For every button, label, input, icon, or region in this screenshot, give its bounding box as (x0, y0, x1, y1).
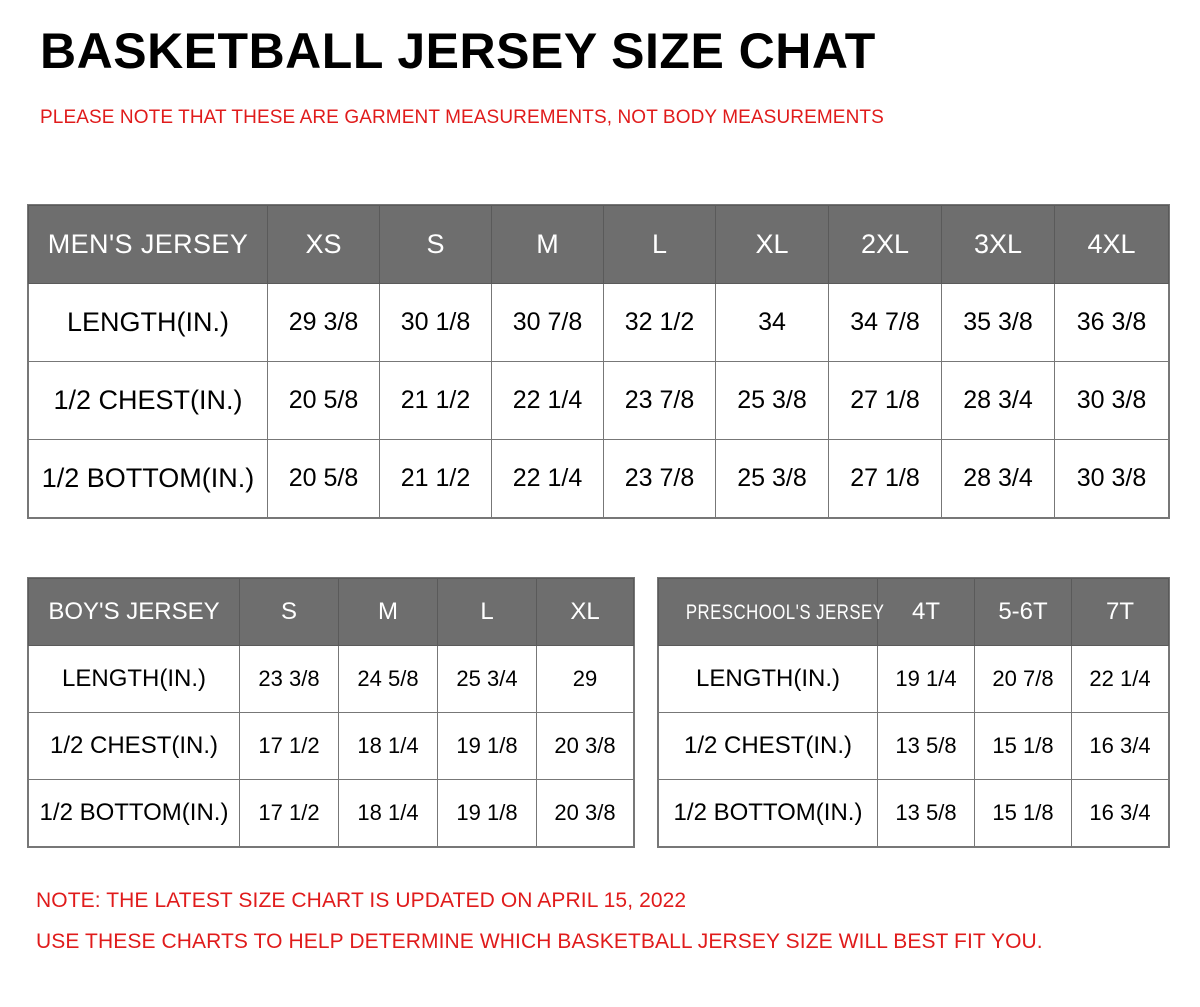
cell-length-l: 25 3/4 (437, 645, 537, 713)
table-row: 1/2 BOTTOM(IN.) 17 1/2 18 1/4 19 1/8 20 … (28, 779, 634, 847)
size-header-l: L (603, 205, 716, 284)
cell-length-2xl: 34 7/8 (828, 283, 942, 362)
row-label-length: LENGTH(IN.) (28, 283, 268, 362)
size-header-xl: XL (536, 578, 634, 646)
table-row: 1/2 BOTTOM(IN.) 20 5/8 21 1/2 22 1/4 23 … (28, 439, 1169, 518)
cell-bottom-m: 22 1/4 (491, 439, 604, 518)
cell-length-4t: 19 1/4 (877, 645, 975, 713)
cell-chest-xs: 20 5/8 (267, 361, 380, 440)
table-row: 1/2 CHEST(IN.) 17 1/2 18 1/4 19 1/8 20 3… (28, 712, 634, 780)
table-header-row: BOY'S JERSEY S M L XL (28, 578, 634, 646)
cell-chest-l: 19 1/8 (437, 712, 537, 780)
table-row: 1/2 BOTTOM(IN.) 13 5/8 15 1/8 16 3/4 (658, 779, 1169, 847)
row-label-bottom: 1/2 BOTTOM(IN.) (28, 779, 240, 847)
mens-table-title-cell: MEN'S JERSEY (28, 205, 268, 284)
size-header-l: L (437, 578, 537, 646)
table-header-row: MEN'S JERSEY XS S M L XL 2XL 3XL 4XL (28, 205, 1169, 284)
boys-table-title-cell: BOY'S JERSEY (28, 578, 240, 646)
size-header-xs: XS (267, 205, 380, 284)
footnote-update-date: NOTE: THE LATEST SIZE CHART IS UPDATED O… (36, 889, 687, 912)
cell-bottom-l: 19 1/8 (437, 779, 537, 847)
size-header-7t: 7T (1071, 578, 1169, 646)
size-header-2xl: 2XL (828, 205, 942, 284)
row-label-chest: 1/2 CHEST(IN.) (28, 712, 240, 780)
table-row: LENGTH(IN.) 23 3/8 24 5/8 25 3/4 29 (28, 645, 634, 713)
row-label-chest: 1/2 CHEST(IN.) (28, 361, 268, 440)
cell-chest-4xl: 30 3/8 (1054, 361, 1169, 440)
cell-bottom-s: 21 1/2 (379, 439, 492, 518)
cell-chest-2xl: 27 1/8 (828, 361, 942, 440)
page-title: BASKETBALL JERSEY SIZE CHAT (40, 23, 876, 79)
cell-chest-3xl: 28 3/4 (941, 361, 1055, 440)
size-header-4t: 4T (877, 578, 975, 646)
table-row: 1/2 CHEST(IN.) 20 5/8 21 1/2 22 1/4 23 7… (28, 361, 1169, 440)
cell-chest-m: 18 1/4 (338, 712, 438, 780)
cell-bottom-3xl: 28 3/4 (941, 439, 1055, 518)
cell-length-s: 30 1/8 (379, 283, 492, 362)
table-header-row: PRESCHOOL'S JERSEY 4T 5-6T 7T (658, 578, 1169, 646)
row-label-bottom: 1/2 BOTTOM(IN.) (28, 439, 268, 518)
size-header-3xl: 3XL (941, 205, 1055, 284)
row-label-bottom: 1/2 BOTTOM(IN.) (658, 779, 878, 847)
table-row: 1/2 CHEST(IN.) 13 5/8 15 1/8 16 3/4 (658, 712, 1169, 780)
cell-bottom-xl: 25 3/8 (715, 439, 829, 518)
cell-bottom-xl: 20 3/8 (536, 779, 634, 847)
cell-chest-s: 21 1/2 (379, 361, 492, 440)
size-header-4xl: 4XL (1054, 205, 1169, 284)
size-header-s: S (379, 205, 492, 284)
table-row: LENGTH(IN.) 29 3/8 30 1/8 30 7/8 32 1/2 … (28, 283, 1169, 362)
cell-chest-xl: 20 3/8 (536, 712, 634, 780)
cell-length-4xl: 36 3/8 (1054, 283, 1169, 362)
cell-length-7t: 22 1/4 (1071, 645, 1169, 713)
cell-bottom-l: 23 7/8 (603, 439, 716, 518)
cell-chest-s: 17 1/2 (239, 712, 339, 780)
cell-chest-l: 23 7/8 (603, 361, 716, 440)
cell-length-m: 24 5/8 (338, 645, 438, 713)
preschool-table-title-cell: PRESCHOOL'S JERSEY (658, 578, 884, 646)
cell-chest-5-6t: 15 1/8 (974, 712, 1072, 780)
cell-length-s: 23 3/8 (239, 645, 339, 713)
boys-jersey-size-table: BOY'S JERSEY S M L XL LENGTH(IN.) 23 3/8… (28, 578, 634, 847)
cell-length-m: 30 7/8 (491, 283, 604, 362)
cell-bottom-s: 17 1/2 (239, 779, 339, 847)
cell-bottom-5-6t: 15 1/8 (974, 779, 1072, 847)
cell-length-l: 32 1/2 (603, 283, 716, 362)
cell-chest-m: 22 1/4 (491, 361, 604, 440)
mens-jersey-size-table: MEN'S JERSEY XS S M L XL 2XL 3XL 4XL LEN… (28, 205, 1169, 518)
preschool-jersey-size-table: PRESCHOOL'S JERSEY 4T 5-6T 7T LENGTH(IN.… (658, 578, 1169, 847)
cell-length-xs: 29 3/8 (267, 283, 380, 362)
size-header-s: S (239, 578, 339, 646)
size-header-m: M (491, 205, 604, 284)
cell-chest-4t: 13 5/8 (877, 712, 975, 780)
cell-length-xl: 29 (536, 645, 634, 713)
size-header-xl: XL (715, 205, 829, 284)
row-label-chest: 1/2 CHEST(IN.) (658, 712, 878, 780)
row-label-length: LENGTH(IN.) (28, 645, 240, 713)
cell-bottom-m: 18 1/4 (338, 779, 438, 847)
cell-length-5-6t: 20 7/8 (974, 645, 1072, 713)
row-label-length: LENGTH(IN.) (658, 645, 878, 713)
cell-bottom-7t: 16 3/4 (1071, 779, 1169, 847)
size-header-5-6t: 5-6T (974, 578, 1072, 646)
cell-bottom-xs: 20 5/8 (267, 439, 380, 518)
cell-length-3xl: 35 3/8 (941, 283, 1055, 362)
cell-bottom-4xl: 30 3/8 (1054, 439, 1169, 518)
cell-bottom-4t: 13 5/8 (877, 779, 975, 847)
garment-measurement-note: PLEASE NOTE THAT THESE ARE GARMENT MEASU… (40, 107, 884, 128)
footnote-usage-hint: USE THESE CHARTS TO HELP DETERMINE WHICH… (36, 930, 1043, 953)
cell-length-xl: 34 (715, 283, 829, 362)
size-header-m: M (338, 578, 438, 646)
table-row: LENGTH(IN.) 19 1/4 20 7/8 22 1/4 (658, 645, 1169, 713)
cell-chest-7t: 16 3/4 (1071, 712, 1169, 780)
preschool-table-title-text: PRESCHOOL'S JERSEY (685, 601, 885, 624)
cell-chest-xl: 25 3/8 (715, 361, 829, 440)
cell-bottom-2xl: 27 1/8 (828, 439, 942, 518)
